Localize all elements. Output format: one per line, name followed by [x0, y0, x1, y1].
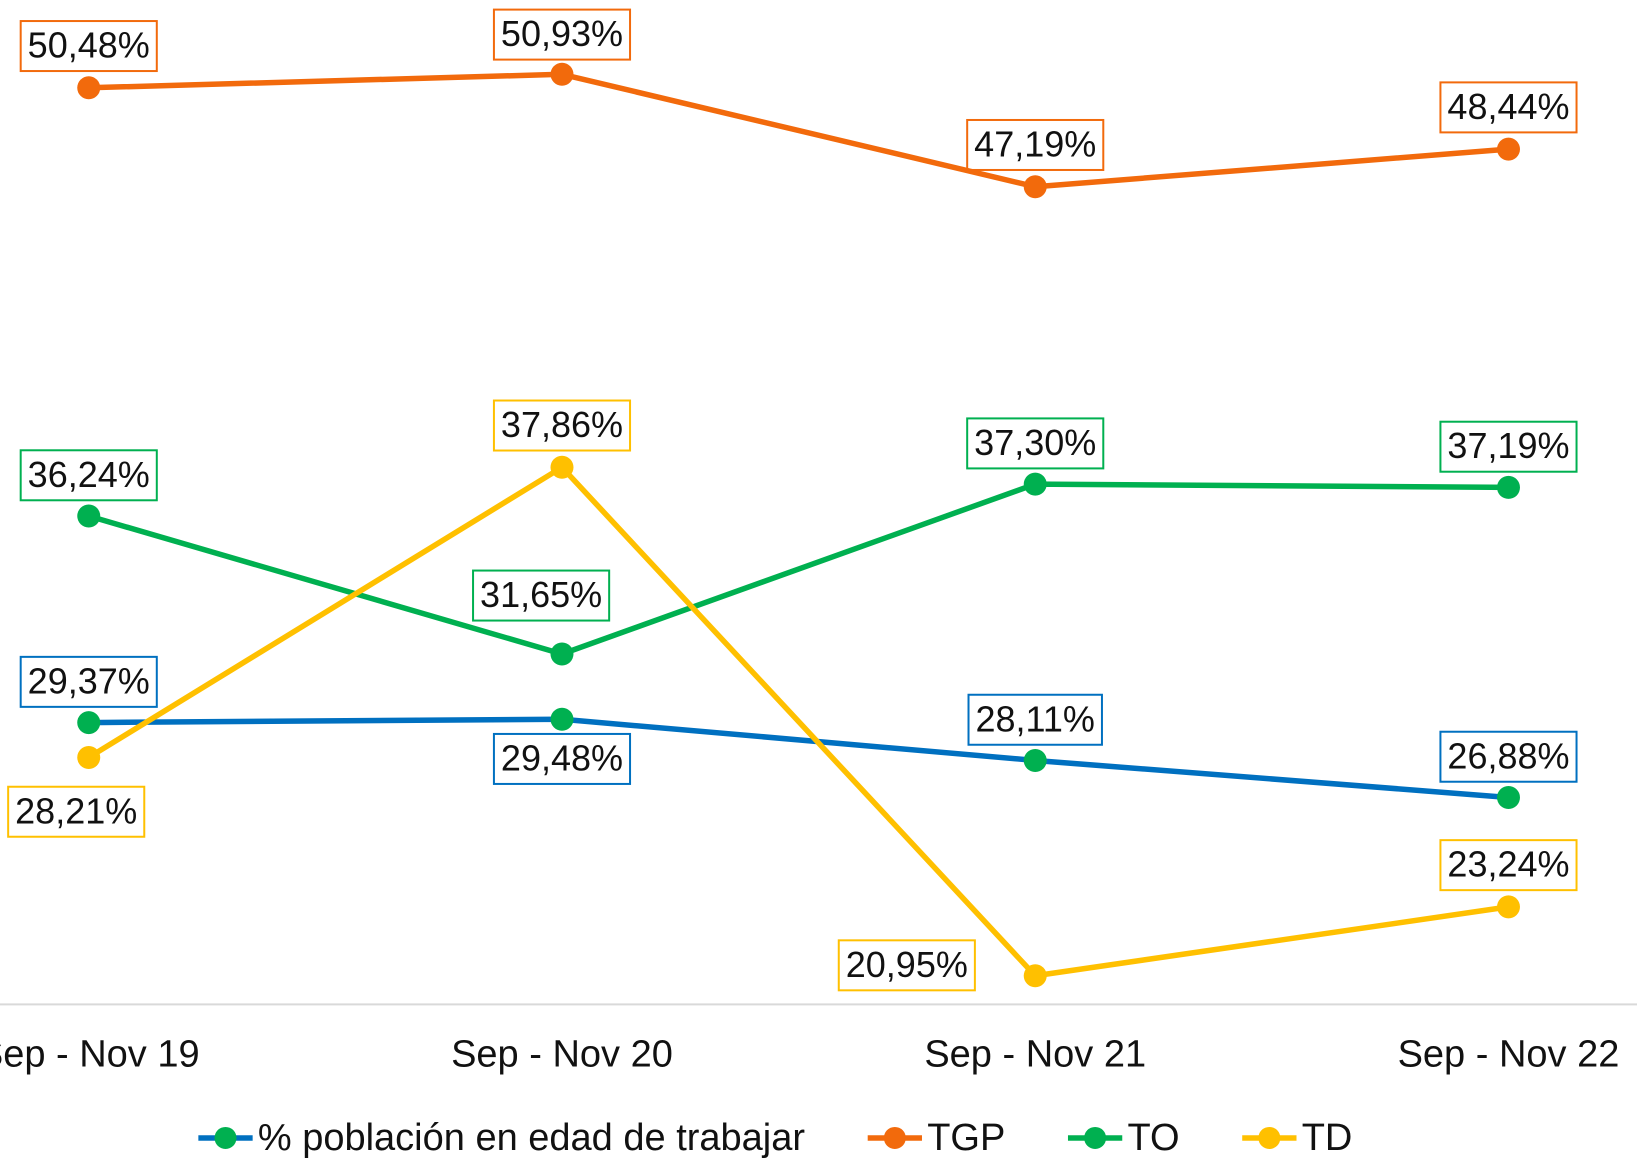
value-label-text: 23,24%	[1447, 844, 1569, 885]
value-label: 31,65%	[472, 569, 611, 622]
marker	[550, 707, 574, 731]
marker	[550, 62, 574, 86]
value-label: 47,19%	[966, 118, 1105, 171]
value-label-text: 47,19%	[974, 123, 1096, 164]
marker	[1023, 175, 1047, 199]
legend-label: % población en edad de trabajar	[258, 1117, 806, 1159]
x-tick-label: Sep - Nov 19	[0, 1034, 200, 1076]
marker	[77, 76, 101, 100]
marker	[550, 455, 574, 479]
value-label-text: 20,95%	[846, 944, 968, 985]
value-label-text: 28,21%	[15, 790, 137, 831]
legend-label: TO	[1127, 1117, 1179, 1159]
label-box	[19, 655, 158, 708]
value-label-text: 31,65%	[480, 574, 602, 615]
label-box	[967, 693, 1103, 746]
legend-label: TD	[1302, 1117, 1353, 1159]
marker	[1496, 785, 1520, 809]
value-label-text: 48,44%	[1447, 86, 1569, 127]
marker	[550, 642, 574, 666]
value-label: 50,93%	[492, 8, 632, 61]
marker	[1023, 748, 1047, 772]
series-line	[87, 481, 1509, 657]
series-line	[88, 716, 1509, 801]
marker	[1496, 895, 1520, 919]
label-box	[1439, 839, 1578, 892]
series-line	[88, 71, 1509, 190]
value-label: 29,48%	[492, 732, 632, 785]
label-box	[966, 118, 1105, 171]
legend-marker	[214, 1126, 237, 1149]
label-box	[837, 939, 976, 992]
value-label: 37,30%	[966, 417, 1105, 470]
legend-marker	[1084, 1126, 1107, 1149]
value-label: 20,95%	[837, 939, 976, 992]
value-label-text: 29,48%	[501, 737, 623, 778]
value-label-text: 28,11%	[976, 698, 1095, 739]
value-label: 28,21%	[7, 785, 146, 838]
x-tick-label: Sep - Nov 20	[451, 1034, 673, 1076]
series-line	[87, 464, 1509, 979]
label-box	[7, 785, 146, 838]
marker	[1496, 137, 1520, 161]
marker	[1023, 964, 1047, 988]
label-box	[19, 20, 158, 73]
marker	[1496, 475, 1520, 499]
value-label: 29,37%	[19, 655, 158, 708]
value-label: 37,86%	[492, 399, 632, 452]
legend-label: TGP	[927, 1117, 1005, 1159]
label-box	[1439, 81, 1578, 134]
marker	[77, 745, 101, 769]
marker	[77, 504, 101, 528]
value-label: 23,24%	[1439, 839, 1578, 892]
label-box	[1439, 730, 1578, 783]
label-box	[19, 449, 158, 502]
value-label-text: 26,88%	[1447, 735, 1569, 776]
legend-marker	[883, 1126, 906, 1149]
value-label: 26,88%	[1439, 730, 1578, 783]
label-box	[966, 417, 1105, 470]
value-label: 37,19%	[1439, 420, 1578, 473]
x-tick-label: Sep - Nov 22	[1398, 1034, 1620, 1076]
label-box	[1439, 420, 1578, 473]
marker	[77, 711, 101, 735]
legend-marker	[1258, 1126, 1281, 1149]
label-box	[492, 732, 632, 785]
value-label-text: 29,37%	[28, 660, 150, 701]
value-label-text: 37,86%	[501, 404, 623, 445]
value-label-text: 37,19%	[1447, 425, 1569, 466]
label-box	[472, 569, 611, 622]
value-labels: 29,37% 29,48% 28,11% 26,88% 50,48% 50,93% 47,1…	[7, 8, 1578, 992]
value-label: 28,11%	[967, 693, 1103, 746]
value-label-text: 50,48%	[28, 25, 150, 66]
value-label-text: 50,93%	[501, 13, 623, 54]
value-label: 48,44%	[1439, 81, 1578, 134]
x-tick-label: Sep - Nov 21	[924, 1034, 1146, 1076]
value-label: 36,24%	[19, 449, 158, 502]
label-box	[492, 399, 632, 452]
value-label: 50,48%	[19, 20, 158, 73]
value-label-text: 36,24%	[28, 454, 150, 495]
label-box	[492, 8, 632, 61]
marker	[1023, 472, 1047, 496]
value-label-text: 37,30%	[974, 422, 1096, 463]
